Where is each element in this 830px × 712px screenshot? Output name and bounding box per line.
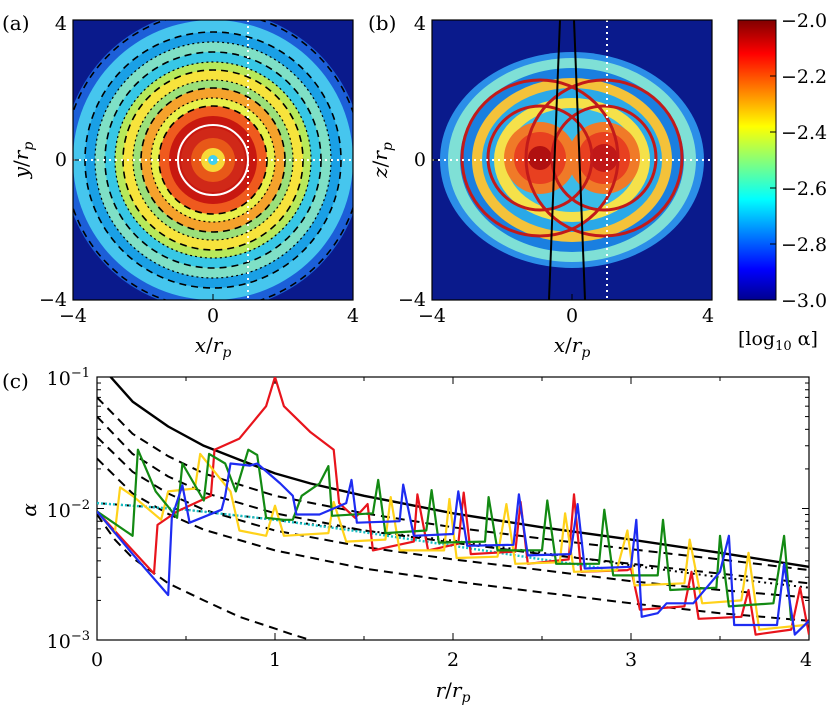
colorbar-tick: −2.6 xyxy=(781,178,827,200)
panel-b-ytick: −4 xyxy=(398,289,426,311)
panel-c-xlabel: r/rp xyxy=(436,678,471,706)
panel-b-xlabel: x/rp xyxy=(554,333,591,361)
panel-c-frame xyxy=(96,376,810,641)
panel-a-xlabel: x/rp xyxy=(195,333,232,361)
colorbar-tick: −3.0 xyxy=(781,290,827,312)
panel-c: (c) 0 1 2 3 4 10−1 10−2 10−3 r/rp α xyxy=(2,366,812,706)
colorbar-tick: −2.2 xyxy=(781,66,827,88)
panel-c-ticks xyxy=(96,376,810,641)
panel-c-xtick: 2 xyxy=(447,649,459,671)
panel-c-xtick: 4 xyxy=(800,649,812,671)
panel-c-ylabel: α xyxy=(17,503,41,517)
panel-a-xtick: −4 xyxy=(59,305,87,327)
colorbar-tick: −2.8 xyxy=(781,234,827,256)
panel-a-ytick: 4 xyxy=(55,13,67,35)
panel-c-label: (c) xyxy=(2,369,29,393)
series-green xyxy=(97,448,793,621)
panel-b-xtick: −4 xyxy=(418,305,446,327)
panel-a-heatmap xyxy=(73,20,353,300)
panel-b-xtick: 0 xyxy=(566,305,578,327)
series-dashed-5 xyxy=(97,513,311,640)
panel-a-ticks xyxy=(72,19,354,301)
panel-c-ytick: 10−1 xyxy=(47,366,90,390)
series-blue xyxy=(97,462,809,636)
series-envelope xyxy=(109,377,809,568)
panel-b-ylabel: z/rp xyxy=(368,142,396,179)
colorbar-tick: −2.0 xyxy=(781,10,827,32)
panel-a-label: (a) xyxy=(2,11,30,35)
panel-c-ytick: 10−3 xyxy=(47,629,90,653)
panel-c-xtick: 0 xyxy=(91,649,103,671)
series-dashed-1 xyxy=(97,396,809,572)
panel-b-ytick: 0 xyxy=(414,149,426,171)
panel-c-xtick: 3 xyxy=(625,649,637,671)
panel-a-ylabel: y/rp xyxy=(9,142,37,180)
colorbar-gradient xyxy=(737,19,777,301)
panel-b-ticks xyxy=(431,19,713,301)
series-red xyxy=(97,377,809,636)
colorbar-tick: −2.4 xyxy=(781,122,827,144)
panel-a: (a) −4 0 4 −4 0 4 x/rp y/rp xyxy=(2,11,359,361)
panel-a-xtick: 4 xyxy=(347,305,359,327)
panel-b-heatmap xyxy=(432,20,712,300)
panel-a-ytick: −4 xyxy=(39,289,67,311)
panel-c-lines xyxy=(97,377,809,640)
panel-a-ytick: 0 xyxy=(55,149,67,171)
panel-b-ytick: 4 xyxy=(414,13,426,35)
series-dashed-2 xyxy=(97,415,809,585)
panel-b-label: (b) xyxy=(368,11,396,35)
panel-c-xtick: 1 xyxy=(269,649,281,671)
colorbar-label: [log10 α] xyxy=(738,328,818,354)
series-yellow xyxy=(97,452,806,631)
series-dashed-3 xyxy=(97,436,809,599)
panel-b-xtick: 4 xyxy=(702,305,714,327)
panel-a-xtick: 0 xyxy=(207,305,219,327)
series-dashed-4 xyxy=(97,457,809,622)
panel-b: (b) −4 0 4 −4 0 4 x/rp z/rp xyxy=(368,11,714,361)
panel-c-ytick: 10−2 xyxy=(47,498,90,522)
colorbar: −2.0 −2.2 −2.4 −2.6 −2.8 −3.0 [log10 α] xyxy=(737,10,827,354)
